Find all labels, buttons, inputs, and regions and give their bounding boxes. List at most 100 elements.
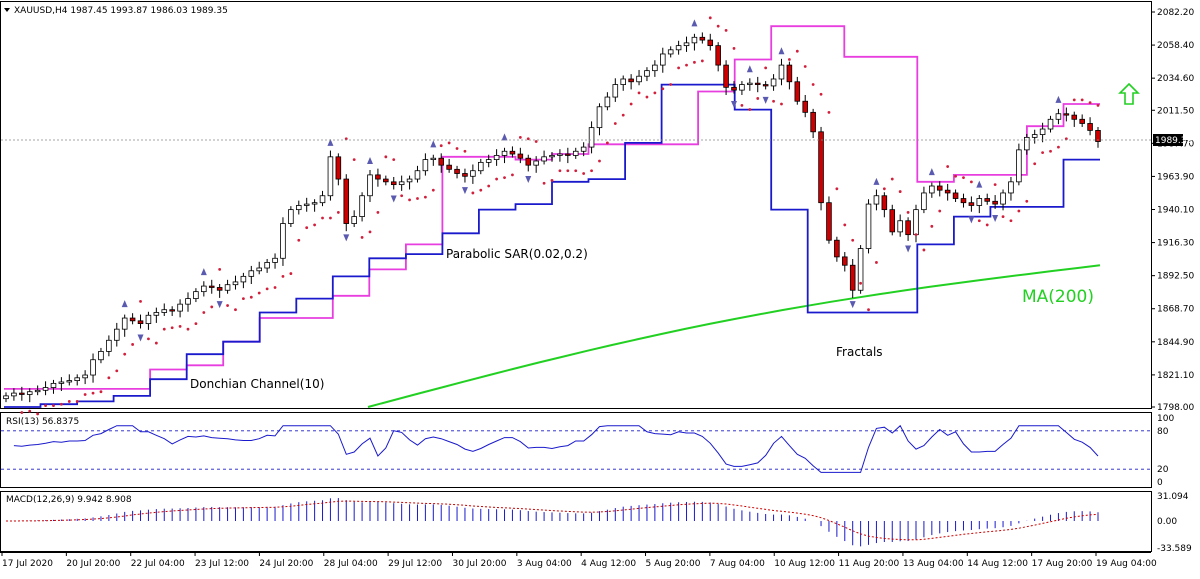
sar-dot (700, 59, 704, 63)
candle-body (834, 239, 840, 258)
candle (952, 189, 959, 202)
macd-tick-label: 31.094 (1157, 492, 1189, 502)
candle (335, 153, 342, 186)
sar-dot (139, 299, 142, 303)
candle-body (493, 155, 500, 161)
candle-body (612, 84, 619, 98)
candle (169, 306, 175, 316)
sar-dot (566, 169, 570, 173)
candle-body (66, 380, 73, 383)
ma-annotation: MA(200) (1022, 287, 1094, 307)
candle-body (762, 84, 769, 87)
candle (1008, 176, 1014, 201)
candle (667, 46, 674, 58)
sar-dot (487, 184, 491, 188)
fractal-down-icon (905, 245, 912, 253)
sar-dot (534, 140, 538, 143)
candle (620, 75, 626, 91)
candle-body (818, 131, 824, 204)
candle (826, 196, 832, 244)
fractal-up-icon (976, 180, 983, 188)
sar-dot (360, 236, 364, 239)
candle (944, 183, 951, 201)
candle-body (636, 75, 642, 83)
candle-body (335, 156, 342, 180)
sar-dot (1049, 149, 1052, 153)
candle-body (1095, 130, 1101, 142)
fractal-up-icon (430, 140, 437, 148)
candle (280, 217, 286, 266)
time-tick-label: 13 Aug 04:00 (903, 559, 964, 569)
time-tick-label: 28 Jul 04:00 (324, 559, 378, 569)
sar-annotation: Parabolic SAR(0.02,0.2) (446, 247, 588, 261)
candle (470, 164, 476, 184)
candle-body (390, 181, 397, 186)
candle (232, 275, 239, 290)
candle (889, 204, 896, 236)
sar-dot (241, 297, 245, 300)
candle-body (1016, 149, 1022, 183)
candle (82, 370, 88, 385)
fractal-up-icon (691, 19, 698, 27)
candle-body (1079, 118, 1085, 124)
price-tick-label: 1844.90 (1157, 338, 1194, 348)
candle-body (137, 320, 144, 325)
sar-dot (985, 223, 989, 227)
candle (1024, 133, 1030, 155)
fractals-annotation: Fractals (836, 345, 883, 359)
candle (557, 149, 563, 162)
candle (240, 272, 247, 289)
candle-body (699, 36, 706, 41)
price-tick-label: 1940.10 (1157, 206, 1194, 216)
sar-dot (463, 149, 467, 153)
candle (770, 74, 777, 91)
candle-body (430, 157, 437, 161)
candle-body (256, 267, 262, 272)
candle-body (747, 82, 753, 85)
sar-dot (1072, 98, 1076, 102)
time-tick-label: 14 Aug 12:00 (967, 559, 1028, 569)
candle (596, 103, 603, 136)
candle-body (509, 150, 516, 155)
candle (960, 193, 967, 208)
candle (11, 388, 17, 401)
candle (303, 197, 310, 212)
candle-body (129, 317, 136, 322)
candle-body (715, 45, 721, 66)
candle (193, 288, 199, 303)
sar-dot (993, 183, 997, 187)
candle (913, 204, 919, 243)
candle-body (944, 189, 951, 194)
candle (288, 206, 294, 228)
sar-dot (28, 409, 32, 413)
sar-dot (795, 49, 799, 53)
time-tick-label: 17 Jul 2020 (2, 559, 53, 569)
candle-body (114, 328, 120, 341)
candle-body (604, 96, 611, 108)
candle-body (1008, 181, 1014, 194)
candle (161, 303, 168, 316)
sar-dot (962, 176, 965, 180)
candle-body (810, 111, 816, 133)
candle-body (849, 264, 856, 291)
candle-body (201, 285, 207, 293)
candle-body (794, 81, 801, 102)
candle-body (90, 359, 96, 376)
candle (881, 192, 888, 218)
candle-body (778, 64, 785, 80)
candle-body (485, 159, 492, 163)
candle (50, 379, 57, 394)
time-tick-label: 4 Aug 12:00 (581, 559, 636, 569)
candle (66, 374, 73, 386)
rsi-tick-label: 0 (1157, 478, 1163, 488)
sar-dot (875, 261, 878, 264)
candle (723, 60, 729, 95)
sar-dot (637, 91, 641, 95)
candle-body (311, 202, 318, 205)
candle-body (936, 185, 943, 191)
candle-body (565, 153, 571, 156)
time-tick-label: 3 Aug 04:00 (517, 559, 572, 569)
rsi-panel (0, 412, 1152, 488)
candle (565, 147, 571, 164)
